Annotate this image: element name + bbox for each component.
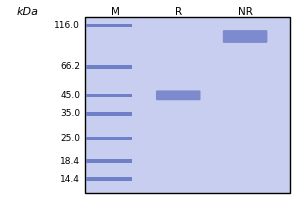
FancyBboxPatch shape — [86, 94, 132, 97]
FancyBboxPatch shape — [86, 112, 132, 116]
Text: R: R — [175, 7, 182, 17]
FancyBboxPatch shape — [86, 24, 132, 27]
FancyBboxPatch shape — [86, 65, 132, 69]
Text: NR: NR — [238, 7, 253, 17]
Text: M: M — [111, 7, 120, 17]
FancyBboxPatch shape — [86, 137, 132, 140]
Text: kDa: kDa — [16, 7, 38, 17]
Text: 18.4: 18.4 — [60, 157, 80, 166]
Text: 66.2: 66.2 — [60, 62, 80, 71]
FancyBboxPatch shape — [86, 159, 132, 163]
FancyBboxPatch shape — [223, 30, 267, 43]
Text: 35.0: 35.0 — [60, 109, 80, 118]
Text: 14.4: 14.4 — [60, 175, 80, 184]
FancyBboxPatch shape — [156, 90, 200, 100]
Text: 25.0: 25.0 — [60, 134, 80, 143]
Text: 45.0: 45.0 — [60, 91, 80, 100]
FancyBboxPatch shape — [86, 177, 132, 181]
FancyBboxPatch shape — [85, 17, 290, 193]
Text: 116.0: 116.0 — [54, 21, 80, 30]
